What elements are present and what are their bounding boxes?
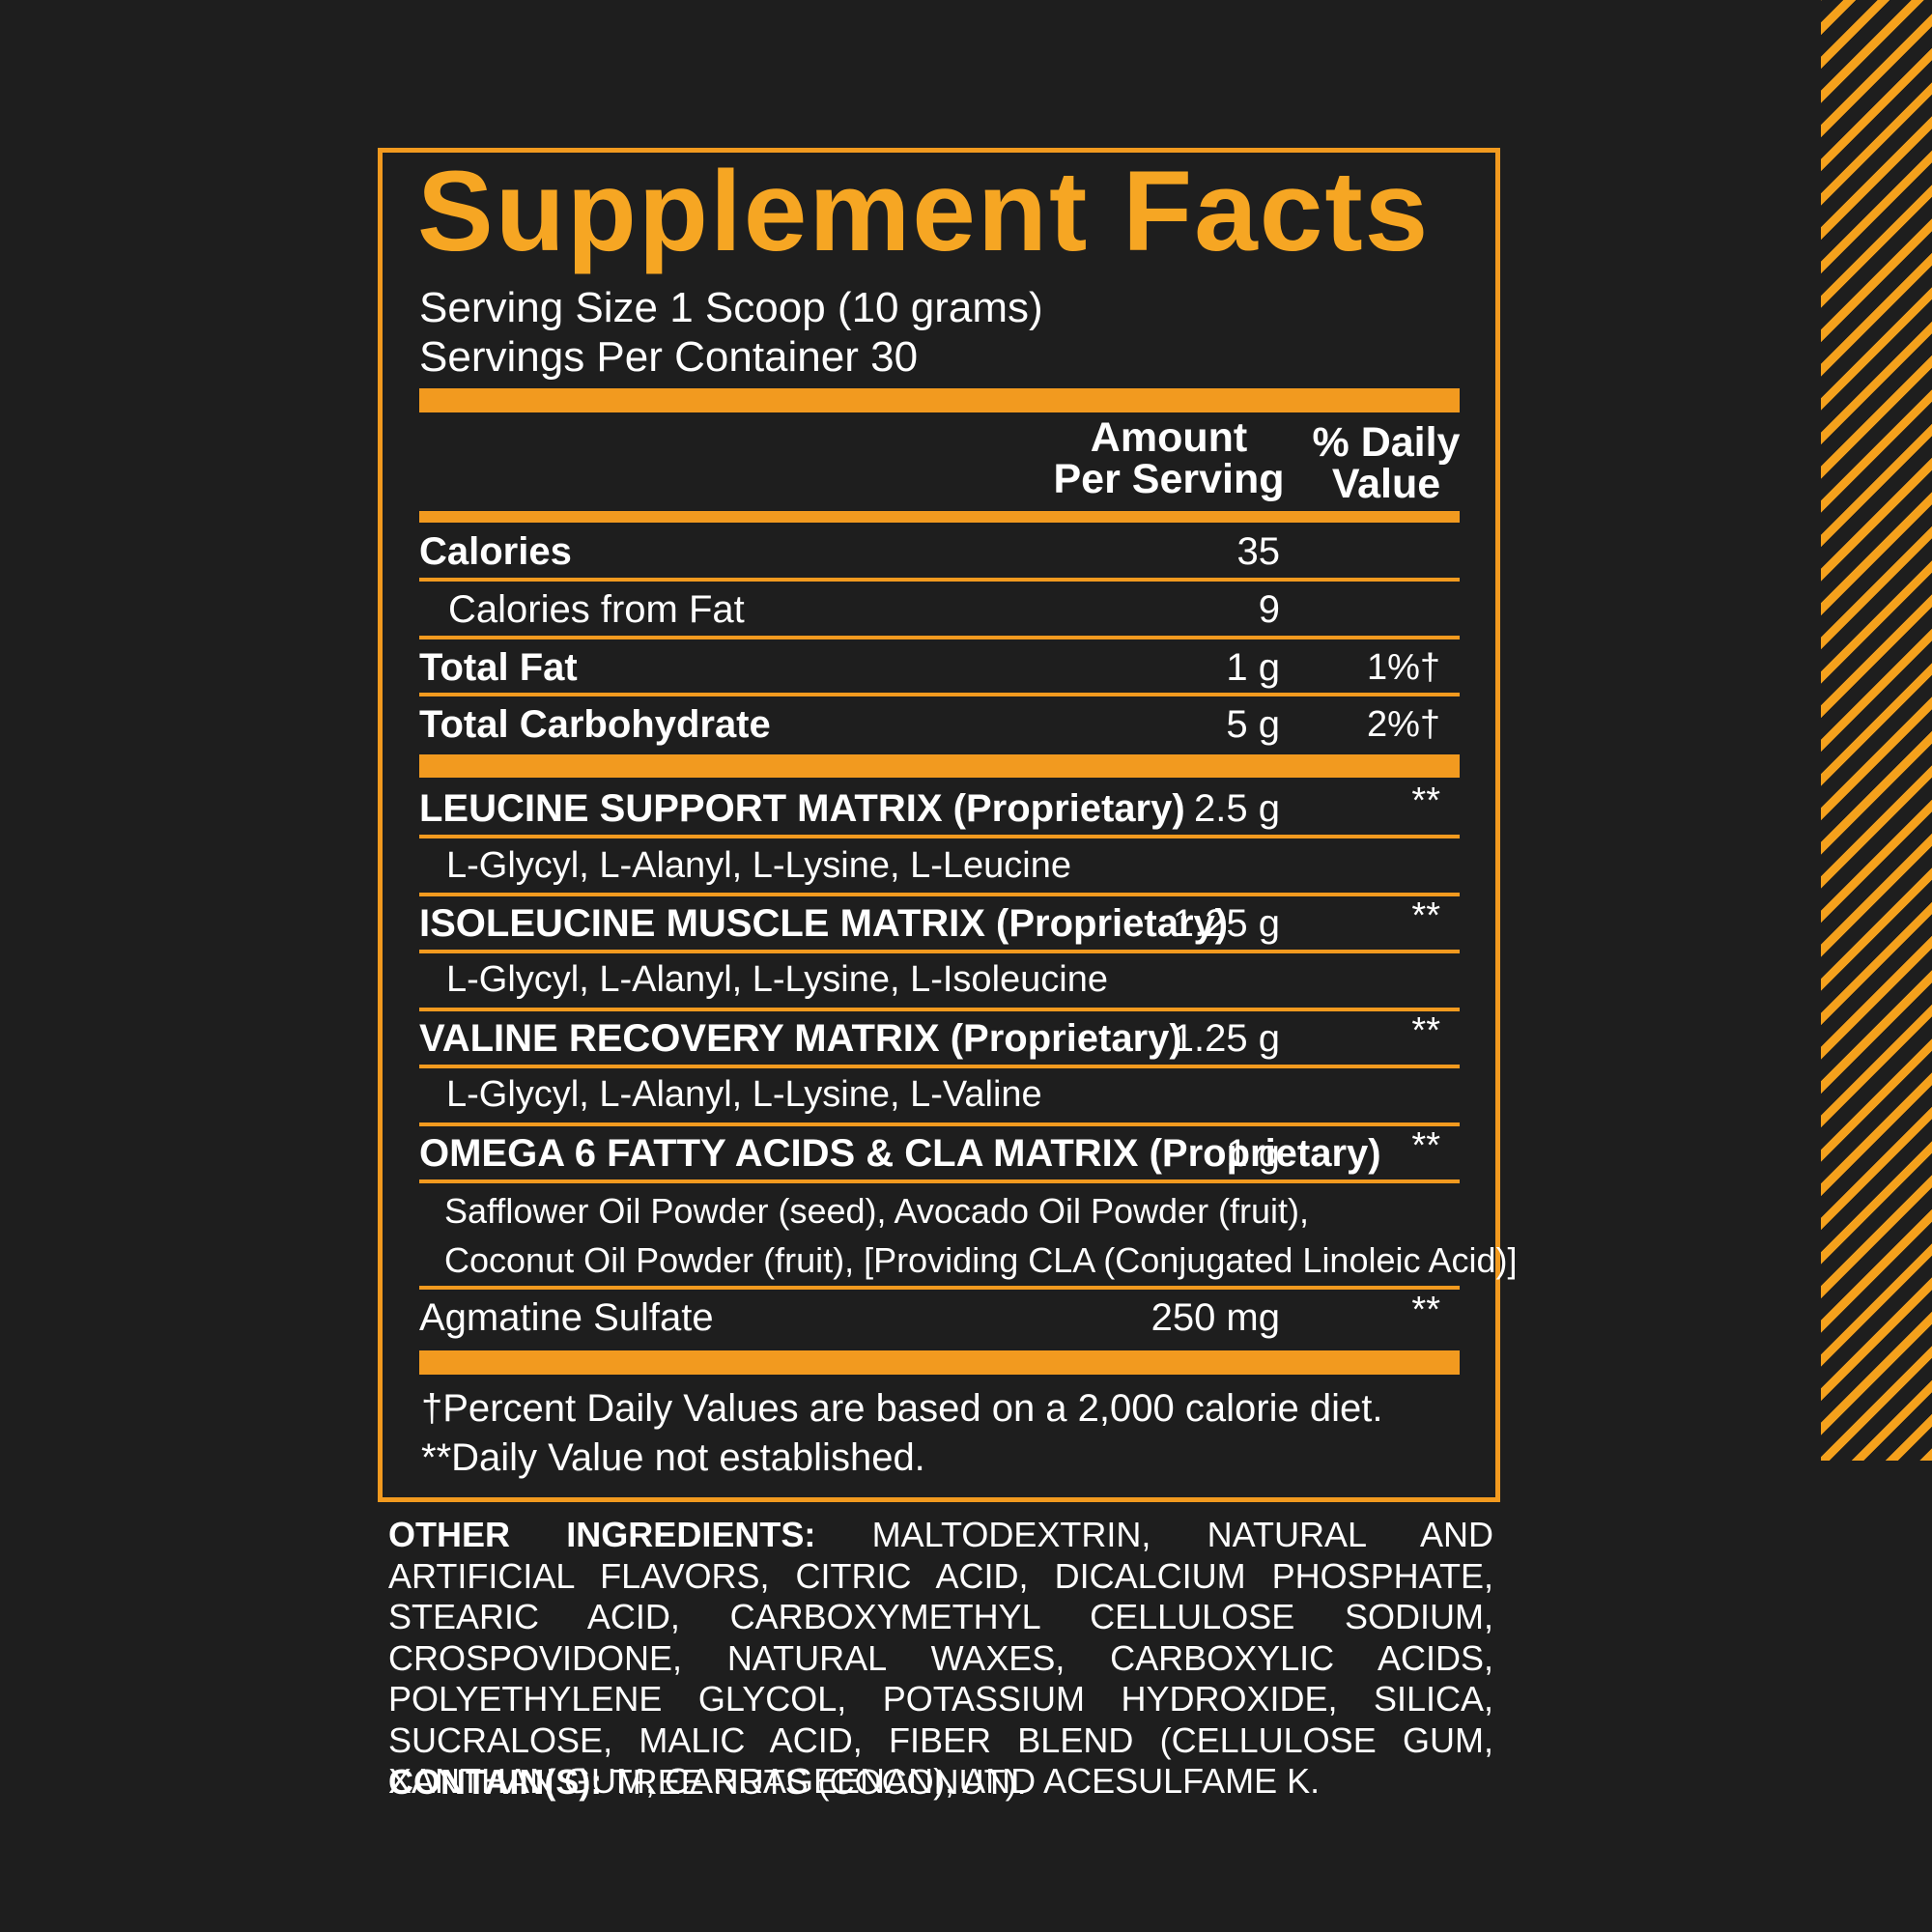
nutrient-amount: 9 xyxy=(1258,588,1280,631)
nutrient-dv: 1%† xyxy=(1366,647,1440,688)
agmatine-label: Agmatine Sulfate xyxy=(419,1296,714,1339)
servings-per-container: Servings Per Container 30 xyxy=(419,333,919,381)
divider-thick xyxy=(419,754,1460,778)
row-divider xyxy=(419,1179,1460,1183)
agmatine-dv: ** xyxy=(1411,1290,1440,1330)
nutrient-amount: 5 g xyxy=(1226,703,1280,746)
nutrient-label: Calories xyxy=(419,530,572,573)
blend-label: OMEGA 6 FATTY ACIDS & CLA MATRIX (Propri… xyxy=(419,1126,1381,1180)
nutrient-label: Total Fat xyxy=(419,646,578,689)
blend-row-isoleucine: ISOLEUCINE MUSCLE MATRIX (Proprietary) 1… xyxy=(419,895,1460,951)
supplement-facts-panel xyxy=(378,148,1500,1502)
blend-ingredients-line1: Safflower Oil Powder (seed), Avocado Oil… xyxy=(444,1191,1310,1231)
row-divider xyxy=(419,835,1460,838)
decorative-stripes xyxy=(1821,0,1932,1461)
row-divider xyxy=(419,636,1460,639)
blend-label: LEUCINE SUPPORT MATRIX (Proprietary) xyxy=(419,781,1185,836)
blend-dv: ** xyxy=(1411,1125,1440,1166)
agmatine-row: Agmatine Sulfate 250 mg ** xyxy=(419,1290,1460,1345)
panel-title: Supplement Facts xyxy=(417,148,1431,275)
row-divider xyxy=(419,950,1460,953)
blend-row-omega6: OMEGA 6 FATTY ACIDS & CLA MATRIX (Propri… xyxy=(419,1125,1460,1180)
allergen-statement: CONTAIN(S): TREE NUTS (COCONUT). xyxy=(388,1762,1027,1803)
blend-ingredients: L-Glycyl, L-Alanyl, L-Lysine, L-Isoleuci… xyxy=(446,959,1108,1000)
blend-dv: ** xyxy=(1411,895,1440,936)
footnote-daily-values: †Percent Daily Values are based on a 2,0… xyxy=(421,1387,1383,1430)
blend-ingredients: L-Glycyl, L-Alanyl, L-Lysine, L-Leucine xyxy=(446,845,1071,886)
blend-amount: 1.25 g xyxy=(1172,1017,1280,1060)
amount-header-line2: Per Serving xyxy=(1053,456,1285,502)
nutrient-row-calories: Calories 35 xyxy=(419,525,1460,579)
nutrient-dv: 2%† xyxy=(1366,704,1440,745)
divider-thick xyxy=(419,388,1460,412)
divider-medium xyxy=(419,511,1460,523)
other-ingredients: OTHER INGREDIENTS: MALTODEXTRIN, NATURAL… xyxy=(388,1515,1493,1803)
blend-ingredients: L-Glycyl, L-Alanyl, L-Lysine, L-Valine xyxy=(446,1074,1042,1115)
nutrient-row-total-carbohydrate: Total Carbohydrate 5 g 2%† xyxy=(419,697,1460,752)
other-ingredients-text: MALTODEXTRIN, NATURAL AND ARTIFICIAL FLA… xyxy=(388,1515,1493,1801)
blend-amount: 2.5 g xyxy=(1194,787,1280,830)
blend-name: ISOLEUCINE MUSCLE MATRIX xyxy=(419,902,985,945)
blend-dv: ** xyxy=(1411,1010,1440,1051)
blend-ingredients-line2: Coconut Oil Powder (fruit), [Providing C… xyxy=(444,1240,1518,1280)
blend-name: LEUCINE SUPPORT MATRIX xyxy=(419,787,943,830)
nutrient-amount: 35 xyxy=(1236,530,1281,573)
blend-amount: 1 g xyxy=(1226,1132,1280,1175)
row-divider xyxy=(419,693,1460,696)
nutrient-label: Total Carbohydrate xyxy=(419,703,771,746)
blend-amount: 1.25 g xyxy=(1172,902,1280,945)
nutrient-row-total-fat: Total Fat 1 g 1%† xyxy=(419,640,1460,695)
blend-suffix: (Proprietary) xyxy=(984,902,1229,945)
row-divider xyxy=(419,578,1460,582)
row-divider xyxy=(419,1065,1460,1068)
row-divider xyxy=(419,1122,1460,1126)
nutrient-row-calories-from-fat: Calories from Fat 9 xyxy=(419,582,1460,637)
blend-dv: ** xyxy=(1411,781,1440,821)
blend-row-leucine: LEUCINE SUPPORT MATRIX (Proprietary) 2.5… xyxy=(419,781,1460,836)
row-divider xyxy=(419,893,1460,896)
agmatine-amount: 250 mg xyxy=(1151,1296,1280,1339)
nutrient-amount: 1 g xyxy=(1226,646,1280,689)
nutrient-label: Calories from Fat xyxy=(448,588,745,631)
contains-label: CONTAIN(S): xyxy=(388,1762,603,1802)
blend-suffix: (Proprietary) xyxy=(1138,1132,1381,1175)
row-divider xyxy=(419,1008,1460,1011)
serving-size: Serving Size 1 Scoop (10 grams) xyxy=(419,284,1043,331)
other-ingredients-label: OTHER INGREDIENTS: xyxy=(388,1515,816,1554)
amount-header: Amount Per Serving xyxy=(1053,417,1285,500)
contains-text: TREE NUTS (COCONUT). xyxy=(602,1762,1027,1802)
blend-suffix: (Proprietary) xyxy=(942,787,1185,830)
footnote-not-established: **Daily Value not established. xyxy=(421,1436,925,1479)
blend-name: OMEGA 6 FATTY ACIDS & CLA MATRIX xyxy=(419,1132,1139,1175)
divider-thick xyxy=(419,1350,1460,1375)
blend-name: VALINE RECOVERY MATRIX xyxy=(419,1017,940,1060)
daily-value-header: % Daily Value xyxy=(1304,422,1468,505)
blend-label: ISOLEUCINE MUSCLE MATRIX (Proprietary) xyxy=(419,896,1228,951)
blend-row-valine: VALINE RECOVERY MATRIX (Proprietary) 1.2… xyxy=(419,1010,1460,1065)
blend-label: VALINE RECOVERY MATRIX (Proprietary) xyxy=(419,1011,1182,1065)
row-divider xyxy=(419,1286,1460,1290)
dv-header-line2: Value xyxy=(1331,461,1441,507)
dv-header-line1: % Daily xyxy=(1312,419,1461,466)
blend-suffix: (Proprietary) xyxy=(939,1017,1182,1060)
amount-header-line1: Amount xyxy=(1090,414,1248,461)
